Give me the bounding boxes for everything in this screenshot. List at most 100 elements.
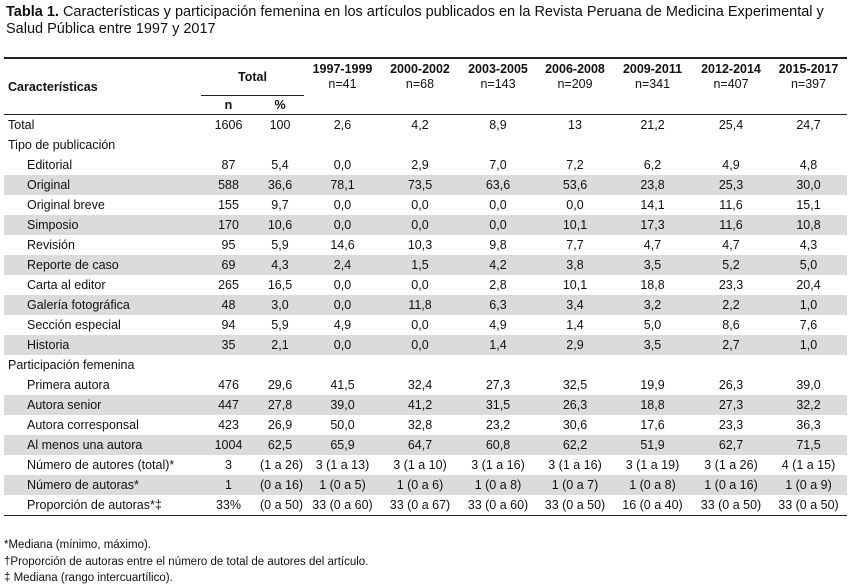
row-label: Historia xyxy=(4,335,201,355)
table-cell: 1 (0 a 8) xyxy=(613,475,692,495)
table-cell: 0,0 xyxy=(333,198,352,212)
table-cell: 0,0 xyxy=(489,198,507,212)
table-cell: 51,9 xyxy=(613,435,692,455)
table-row: Original breve 155 9,7 0,0 0,0 0,0 0,0 14,1 11,6… xyxy=(4,195,847,215)
table-cell: 5,9 xyxy=(271,238,289,252)
table-cell: 1 (0 a 7) xyxy=(537,475,613,495)
table-cell: 71,5 xyxy=(770,435,847,455)
table-cell: 19,9 xyxy=(640,378,665,392)
row-label: Autora corresponsal xyxy=(27,418,139,432)
table-cell: 62,7 xyxy=(692,435,770,455)
table-cell: 8,6 xyxy=(722,318,740,332)
table-title-label: Tabla 1. xyxy=(6,4,59,20)
table-cell: 27,8 xyxy=(256,395,304,415)
table-cell: 6,2 xyxy=(643,158,662,172)
table-row: Total 1606 100 2,6 4,2 8,9 13 21,2 25,4 24,7 xyxy=(4,114,847,135)
table-cell: 60,8 xyxy=(459,435,537,455)
table-cell: 10,6 xyxy=(256,215,304,235)
table-cell: 0,0 xyxy=(411,278,429,292)
footnote: †Proporción de autoras entre el número d… xyxy=(4,555,369,568)
table-cell: (0 a 50) xyxy=(256,495,304,516)
table-cell: 32,8 xyxy=(407,418,433,432)
table-cell: 27,3 xyxy=(692,395,770,415)
table-cell: 2,6 xyxy=(304,114,381,135)
row-label: Sección especial xyxy=(27,318,121,332)
table-cell: 3 (1 a 16) xyxy=(471,458,525,472)
table-body: Total 1606 100 2,6 4,2 8,9 13 21,2 25,4 24,7 Tipo … xyxy=(4,114,847,516)
table-cell: 36,3 xyxy=(796,418,821,432)
table-row: Editorial 87 5,4 0,0 2,9 7,0 7,2 6,2 4,9 4,8 xyxy=(4,155,847,175)
table-row: Galería fotográfica 48 3,0 0,0 11,8 6,3 3,4 3,2… xyxy=(4,295,847,315)
table-cell: 100 xyxy=(256,114,304,135)
table-cell: 62,2 xyxy=(537,435,613,455)
row-label: Total xyxy=(4,114,201,135)
row-label: Revisión xyxy=(27,238,75,252)
table-cell: 3,0 xyxy=(256,295,304,315)
table-cell: 1 (0 a 8) xyxy=(459,475,537,495)
table-cell: 2,9 xyxy=(537,335,613,355)
table-cell: 30,0 xyxy=(770,175,847,195)
header-row: Características Total 1997-1999 n=41 2000… xyxy=(4,57,847,115)
table-row: Original 588 36,6 78,1 73,5 63,6 53,6 23,8 25,3 3… xyxy=(4,175,847,195)
footnote: ‡ Mediana (rango intercuartílico). xyxy=(4,572,173,584)
table-cell: 2,1 xyxy=(256,335,304,355)
header-period: 2009-2011 n=341 xyxy=(613,57,692,115)
table-cell: 155 xyxy=(218,198,239,212)
table-cell: 0,0 xyxy=(304,295,381,315)
header-n: n xyxy=(224,98,233,112)
table-cell: 5,9 xyxy=(271,318,289,332)
row-label: Primera autora xyxy=(27,378,110,392)
table-cell: 39,0 xyxy=(796,378,821,392)
table-cell: 1 xyxy=(201,475,256,495)
table-cell: 10,1 xyxy=(562,278,588,292)
table-cell: 3,2 xyxy=(613,295,692,315)
table-cell: 3 (1 a 26) xyxy=(704,458,758,472)
table-cell: 33 (0 a 60) xyxy=(304,495,381,516)
footnote: *Mediana (mínimo, máximo). xyxy=(4,539,151,551)
table-cell: 0,0 xyxy=(411,198,429,212)
table-cell: 0,0 xyxy=(333,278,352,292)
table-cell: 6,3 xyxy=(459,295,537,315)
table-cell: 9,7 xyxy=(271,198,289,212)
row-label: Original xyxy=(4,175,201,195)
table-cell: 4,2 xyxy=(459,255,537,275)
table-cell: 4 (1 a 15) xyxy=(781,458,836,472)
table-row: Autora senior 447 27,8 39,0 41,2 31,5 26,3 18,8… xyxy=(4,395,847,415)
table-cell: 18,8 xyxy=(613,395,692,415)
table-cell: 1606 xyxy=(201,114,256,135)
table-cell: 18,8 xyxy=(640,278,665,292)
table-row: Historia 35 2,1 0,0 0,0 1,4 2,9 3,5 2,7 1,0 xyxy=(4,335,847,355)
table-cell: 11,8 xyxy=(381,295,459,315)
table-cell: 0,0 xyxy=(304,335,381,355)
table-cell: 15,1 xyxy=(796,198,821,212)
table-cell: 4,9 xyxy=(489,318,507,332)
table-row: Primera autora 476 29,6 41,5 32,4 27,3 32,5 19,… xyxy=(4,375,847,395)
table-cell: 24,7 xyxy=(770,114,847,135)
table-cell: 1,0 xyxy=(770,335,847,355)
table-cell: 1,4 xyxy=(459,335,537,355)
header-period: 2003-2005 n=143 xyxy=(459,57,537,115)
table-cell: 65,9 xyxy=(304,435,381,455)
table-cell: 4,7 xyxy=(722,238,740,252)
table-cell: 29,6 xyxy=(267,378,293,392)
table-cell: 2,8 xyxy=(489,278,507,292)
table-cell: 0,0 xyxy=(566,198,584,212)
table-cell: 4,7 xyxy=(643,238,662,252)
table-cell: 33 (0 a 50) xyxy=(692,495,770,516)
table-cell: 0,0 xyxy=(333,158,352,172)
table-cell: 7,2 xyxy=(566,158,584,172)
table-cell: 3,4 xyxy=(537,295,613,315)
table-cell: 33 (0 a 67) xyxy=(381,495,459,516)
table-cell: 17,3 xyxy=(613,215,692,235)
table-cell: 16 (0 a 40) xyxy=(613,495,692,516)
table-cell: 0,0 xyxy=(381,215,459,235)
table-cell: 476 xyxy=(218,378,239,392)
table-cell: 32,2 xyxy=(770,395,847,415)
table-row: Carta al editor 265 16,5 0,0 0,0 2,8 10,1 18,8 2… xyxy=(4,275,847,295)
table-cell: 3,5 xyxy=(613,255,692,275)
row-label: Reporte de caso xyxy=(4,255,201,275)
row-label: Número de autores (total)* xyxy=(27,458,175,472)
table-cell: 4,8 xyxy=(799,158,818,172)
table-cell: 10,3 xyxy=(407,238,433,252)
